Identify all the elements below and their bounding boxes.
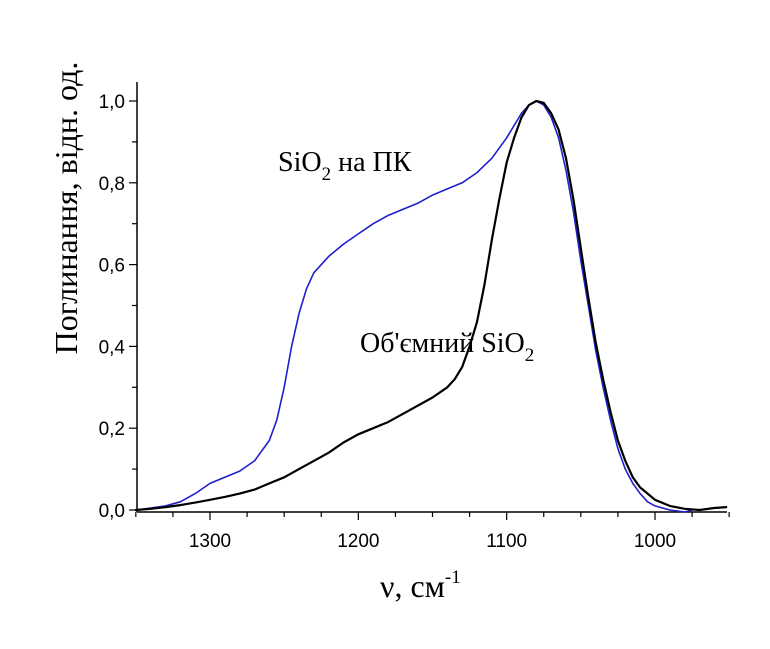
x-tick-label: 1100	[486, 531, 527, 552]
series-label-sio2-on-ps: SiO2 на ПК	[278, 147, 412, 185]
y-tick-label: 0,4	[99, 337, 126, 358]
y-tick-label: 0,2	[99, 419, 125, 440]
labels: SiO2 на ПК Об'ємний SiO2 ν, см-1 Поглинання…	[48, 62, 534, 604]
y-tick-label: 0,6	[99, 256, 125, 277]
series-layer	[134, 99, 728, 513]
x-axis-title: ν, см-1	[380, 567, 461, 604]
y-tick-label: 1,0	[99, 92, 125, 113]
axes: 1300 1200 1100 1000 0,0 0,2 0,4 0,6 0,8 1,0	[99, 82, 730, 552]
x-tick-label: 1300	[189, 531, 231, 552]
y-tick-label: 0,8	[99, 174, 125, 195]
series-line-sio2-on-ps	[135, 100, 693, 513]
y-tick-label: 0,0	[99, 501, 125, 522]
series-line-bulk-sio2	[134, 99, 728, 512]
x-tick-label: 1200	[337, 531, 379, 552]
x-tick-label: 1000	[634, 531, 676, 552]
y-axis-title: Поглинання, відн. од.	[48, 62, 84, 355]
series-label-bulk-sio2: Об'ємний SiO2	[360, 328, 534, 366]
